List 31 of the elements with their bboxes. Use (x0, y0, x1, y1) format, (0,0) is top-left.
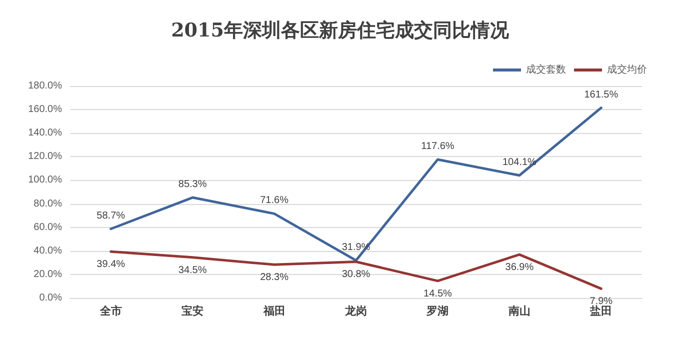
y-tick-label: 140.0% (28, 128, 62, 139)
x-tick-label: 南山 (507, 304, 530, 318)
y-tick-label: 180.0% (28, 80, 62, 92)
y-tick-label: 160.0% (28, 104, 62, 116)
data-label: 39.4% (96, 259, 126, 270)
data-label: 161.5% (584, 89, 618, 100)
data-label: 58.7% (96, 210, 126, 222)
data-label: 14.5% (424, 288, 452, 300)
x-tick-label: 宝安 (182, 304, 204, 318)
y-tick-label: 60.0% (34, 222, 62, 233)
legend-label: 成交均价 (607, 64, 647, 76)
data-label: 117.6% (421, 140, 454, 152)
data-label: 28.3% (260, 272, 289, 284)
data-label: 34.5% (178, 264, 207, 276)
x-tick-label: 福田 (262, 304, 286, 318)
data-label: 85.3% (178, 179, 207, 190)
x-tick-label: 盐田 (589, 304, 612, 318)
y-tick-label: 100.0% (28, 174, 62, 186)
x-tick-label: 龙岗 (344, 304, 367, 318)
data-label: 71.6% (260, 195, 289, 206)
legend-label: 成交套数 (526, 64, 566, 76)
x-tick-label: 罗湖 (426, 304, 449, 318)
y-tick-label: 120.0% (28, 151, 62, 162)
chart-title: 2015年深圳各区新房住宅成交同比情况 (171, 20, 510, 42)
y-tick-label: 40.0% (34, 245, 62, 256)
data-label: 30.8% (342, 269, 370, 280)
data-label: 36.9% (505, 262, 534, 274)
y-tick-label: 20.0% (34, 268, 62, 280)
y-tick-label: 80.0% (34, 198, 62, 210)
y-tick-label: 0.0% (39, 292, 62, 304)
x-tick-label: 全市 (98, 304, 122, 318)
